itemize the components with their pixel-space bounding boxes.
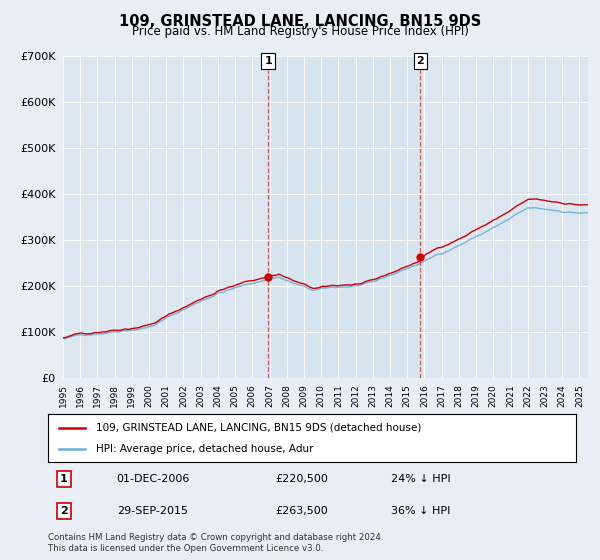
Text: 109, GRINSTEAD LANE, LANCING, BN15 9DS: 109, GRINSTEAD LANE, LANCING, BN15 9DS — [119, 14, 481, 29]
Text: 1: 1 — [60, 474, 68, 484]
Text: HPI: Average price, detached house, Adur: HPI: Average price, detached house, Adur — [95, 444, 313, 454]
Text: 1: 1 — [264, 56, 272, 66]
Text: 29-SEP-2015: 29-SEP-2015 — [116, 506, 188, 516]
Text: 24% ↓ HPI: 24% ↓ HPI — [391, 474, 451, 484]
Text: 2: 2 — [416, 56, 424, 66]
Text: 36% ↓ HPI: 36% ↓ HPI — [391, 506, 451, 516]
Text: 109, GRINSTEAD LANE, LANCING, BN15 9DS (detached house): 109, GRINSTEAD LANE, LANCING, BN15 9DS (… — [95, 423, 421, 433]
Text: 2: 2 — [60, 506, 68, 516]
Text: £220,500: £220,500 — [275, 474, 328, 484]
Text: Contains HM Land Registry data © Crown copyright and database right 2024.
This d: Contains HM Land Registry data © Crown c… — [48, 533, 383, 553]
Text: £263,500: £263,500 — [275, 506, 328, 516]
Bar — [268, 56, 420, 378]
Text: Price paid vs. HM Land Registry's House Price Index (HPI): Price paid vs. HM Land Registry's House … — [131, 25, 469, 38]
Text: 01-DEC-2006: 01-DEC-2006 — [116, 474, 190, 484]
